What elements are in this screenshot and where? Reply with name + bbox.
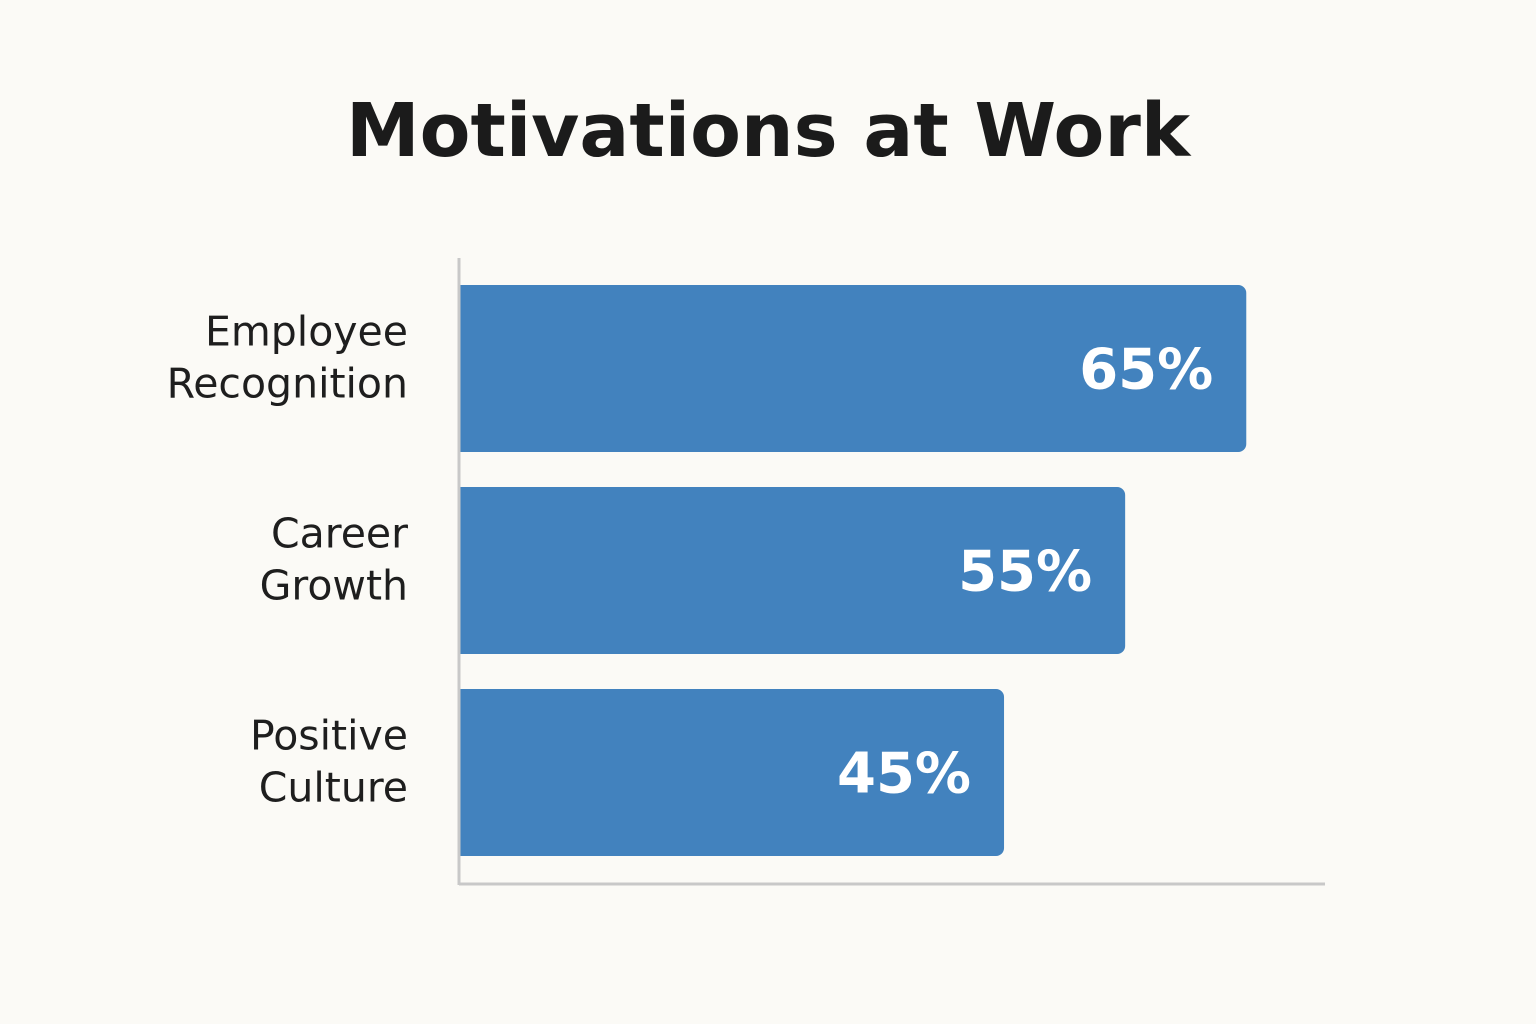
- category-label: Employee Recognition: [167, 308, 408, 408]
- bar-left-edge: [459, 487, 471, 654]
- category-label-line: Positive: [250, 712, 408, 760]
- category-label-line: Employee: [205, 308, 408, 356]
- category-label-line: Growth: [260, 562, 408, 610]
- bar-value-label: 45%: [837, 742, 971, 807]
- bar: [459, 487, 1126, 654]
- category-label-line: Career: [271, 510, 408, 558]
- bar: [459, 285, 1247, 452]
- bar-value-label: 65%: [1079, 338, 1213, 403]
- bar-value-label: 55%: [958, 540, 1092, 605]
- category-label: Career Growth: [260, 510, 409, 610]
- bars-layer: 65% Employee Recognition 55% Career Growth 45%…: [167, 285, 1247, 856]
- category-label: Positive Culture: [250, 712, 408, 812]
- chart-title: Motivations at Work: [345, 88, 1191, 174]
- bar: [459, 689, 1005, 856]
- category-label-line: Culture: [259, 764, 408, 812]
- bar-left-edge: [459, 285, 471, 452]
- category-label-line: Recognition: [167, 360, 408, 408]
- bar-left-edge: [459, 689, 471, 856]
